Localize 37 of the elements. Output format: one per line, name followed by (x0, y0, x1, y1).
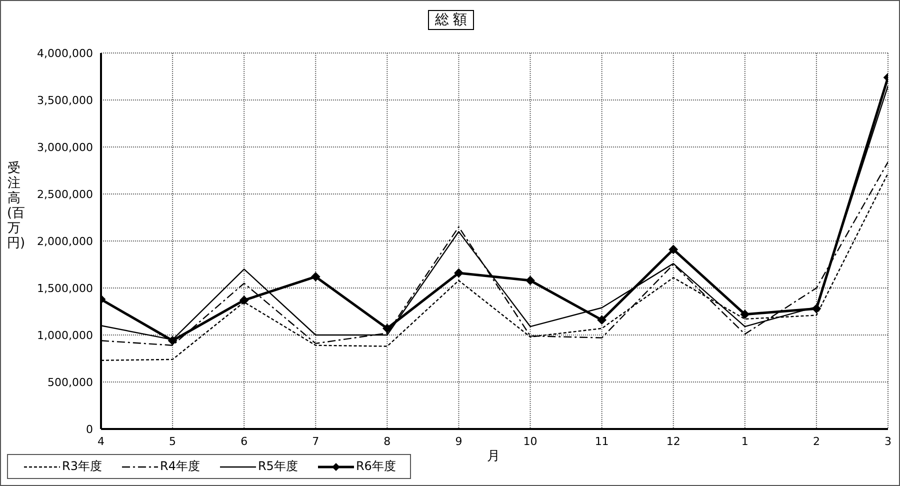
y-tick-label: 0 (86, 422, 93, 436)
x-tick-label: 2 (812, 434, 820, 448)
y-tick-label: 2,500,000 (37, 188, 93, 201)
y-tick-label: 2,000,000 (37, 234, 93, 248)
y-tick-label: 500,000 (48, 376, 93, 389)
point (382, 324, 392, 333)
chart-title: 総 額 (428, 10, 474, 30)
x-axis-title: 月 (487, 448, 500, 465)
y-tick-label: 4,000,000 (37, 46, 93, 60)
x-tick-label: 4 (98, 434, 104, 448)
legend-label: R4年度 (158, 458, 200, 475)
point (311, 272, 320, 282)
point (668, 244, 678, 254)
y-tick-label: 1,500,000 (37, 282, 93, 295)
x-tick-label: 5 (169, 434, 176, 448)
y-axis-title: 受注高(百万円) (7, 161, 26, 251)
point (454, 268, 464, 278)
x-tick-label: 11 (594, 434, 609, 448)
x-tick-label: 3 (884, 434, 892, 448)
x-tick-label: 10 (523, 434, 538, 448)
legend-label: R3年度 (61, 458, 102, 475)
y-tick-label: 3,000,000 (37, 140, 93, 154)
x-tick-label: 9 (455, 434, 462, 448)
point (740, 310, 750, 319)
point (597, 315, 606, 324)
y-tick-label: 3,500,000 (37, 94, 93, 107)
legend-label: R6年度 (354, 458, 396, 475)
x-tick-label: 1 (741, 434, 748, 448)
x-tick-label: 6 (240, 434, 248, 448)
point (168, 336, 178, 346)
x-tick-label: 7 (312, 434, 320, 448)
x-tick-label: 8 (384, 434, 391, 448)
point (240, 296, 249, 305)
point (526, 276, 535, 285)
legend-label: R5年度 (256, 458, 298, 475)
x-tick-label: 12 (666, 434, 680, 448)
y-tick-label: 1,000,000 (37, 328, 93, 342)
